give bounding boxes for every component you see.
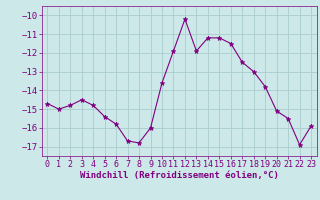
X-axis label: Windchill (Refroidissement éolien,°C): Windchill (Refroidissement éolien,°C) (80, 171, 279, 180)
